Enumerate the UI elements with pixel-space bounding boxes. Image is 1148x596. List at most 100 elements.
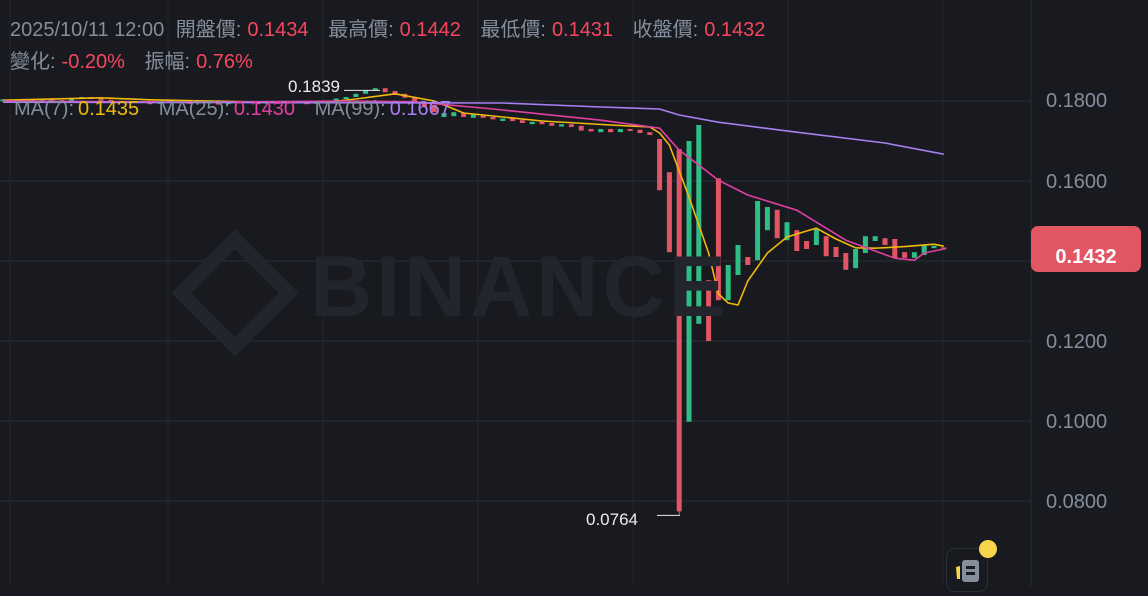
candle-down <box>676 149 682 512</box>
candle-up <box>784 222 790 241</box>
ma99-value: 0.1667 <box>389 98 451 120</box>
candle-down <box>843 253 849 270</box>
candle-up <box>735 245 741 275</box>
candle-down <box>647 132 653 135</box>
candle-up <box>617 129 623 133</box>
candle-down <box>666 172 672 253</box>
candle-down <box>461 113 467 117</box>
y-tick-label: 0.0800 <box>1046 491 1108 513</box>
candle-down <box>892 239 898 258</box>
candle-up <box>39 99 45 102</box>
candle-down <box>637 129 643 133</box>
close-value: 0.1432 <box>704 19 766 41</box>
candle-down <box>882 238 888 245</box>
candle-down <box>519 120 525 123</box>
candle-down <box>421 102 427 107</box>
candle-down <box>657 139 663 191</box>
low-annotation: 0.0764 <box>586 510 638 529</box>
candle-up <box>470 114 476 118</box>
open-value: 0.1434 <box>247 19 309 41</box>
candle-down <box>715 178 721 301</box>
candle-up <box>598 129 604 133</box>
change-label: 變化: <box>10 51 56 73</box>
ma7-label: MA(7): <box>14 98 74 120</box>
ohlc-header: 2025/10/11 12:00 開盤價: 0.1434 最高價: 0.1442 最… <box>10 13 771 42</box>
watermark-logo: BINANCE <box>171 229 730 357</box>
candle-up <box>69 99 75 101</box>
ma99-line <box>2 101 944 155</box>
y-tick-label: 0.1600 <box>1046 171 1108 193</box>
watermark-text: BINANCE <box>310 239 730 335</box>
ma7-line <box>2 93 944 306</box>
binance-logo-icon <box>171 229 299 357</box>
candle-down <box>608 129 614 133</box>
candle-up <box>911 252 917 258</box>
candle-down <box>539 121 545 125</box>
low-value: 0.1431 <box>551 19 614 41</box>
high-label: 最高價: <box>328 19 394 41</box>
candle-up <box>441 113 447 117</box>
candle-down <box>902 252 908 258</box>
amplitude-label: 振幅: <box>144 51 191 73</box>
annotation-lines <box>344 89 680 516</box>
current-price-tag: 0.1432 <box>1031 226 1141 272</box>
notes-button[interactable] <box>946 548 988 592</box>
candle-down <box>706 280 712 341</box>
change-value: -0.20% <box>61 51 125 73</box>
candle-down <box>382 88 388 93</box>
high-value: 0.1442 <box>399 19 461 41</box>
high-annotation: 0.1839 <box>288 77 340 96</box>
candle-down <box>108 99 114 102</box>
candle-down <box>588 129 594 132</box>
grid <box>0 0 1031 586</box>
candle-up <box>529 121 535 125</box>
close-label: 收盤價: <box>632 19 699 41</box>
candle-down <box>510 118 516 121</box>
amplitude-value: 0.76% <box>196 51 253 73</box>
candle-up <box>343 97 349 99</box>
candle-down <box>431 105 437 113</box>
candle-down <box>833 247 839 257</box>
candle-up <box>0 99 6 102</box>
y-tick-label: 0.1000 <box>1046 411 1108 433</box>
candle-up <box>559 124 565 127</box>
candle-down <box>745 257 751 265</box>
candle-up <box>725 265 731 301</box>
notes-icon <box>956 560 979 582</box>
candle-up <box>686 141 692 422</box>
candle-down <box>823 236 829 257</box>
change-header: 變化: -0.20% 振幅: 0.76% <box>10 45 259 74</box>
candle-down <box>774 209 780 239</box>
candle-up <box>862 236 868 253</box>
ma-legend: MA(7): 0.1435 MA(25): 0.1430 MA(99): 0.1667 <box>14 98 455 121</box>
candle-up <box>451 112 457 117</box>
candle-down <box>216 102 222 105</box>
candle-up <box>921 245 927 255</box>
candle-down <box>804 241 810 249</box>
ma25-value: 0.1430 <box>233 98 296 120</box>
candle-down <box>568 124 574 127</box>
y-tick-label: 0.1800 <box>1046 90 1108 112</box>
candle-up <box>333 98 339 101</box>
datetime: 2025/10/11 12:00 <box>10 19 165 41</box>
candle-up <box>353 93 359 97</box>
candle-down <box>578 125 584 131</box>
ma7-value: 0.1435 <box>78 98 140 120</box>
candle-down <box>794 230 800 251</box>
candle-up <box>372 88 378 91</box>
candle-up <box>500 118 506 121</box>
candle-up <box>363 90 369 94</box>
candle-up <box>853 249 859 269</box>
candle-up <box>167 100 173 103</box>
candle-up <box>813 229 819 245</box>
ma99-label: MA(99): <box>314 98 386 120</box>
y-tick-label: 0.1200 <box>1046 331 1108 353</box>
candle-up <box>764 207 770 231</box>
ma25-label: MA(25): <box>158 98 230 120</box>
ma25-line <box>2 100 944 261</box>
candle-down <box>941 247 947 250</box>
moving-averages <box>2 93 944 306</box>
candle-down <box>392 91 398 95</box>
candle-up <box>931 245 937 249</box>
